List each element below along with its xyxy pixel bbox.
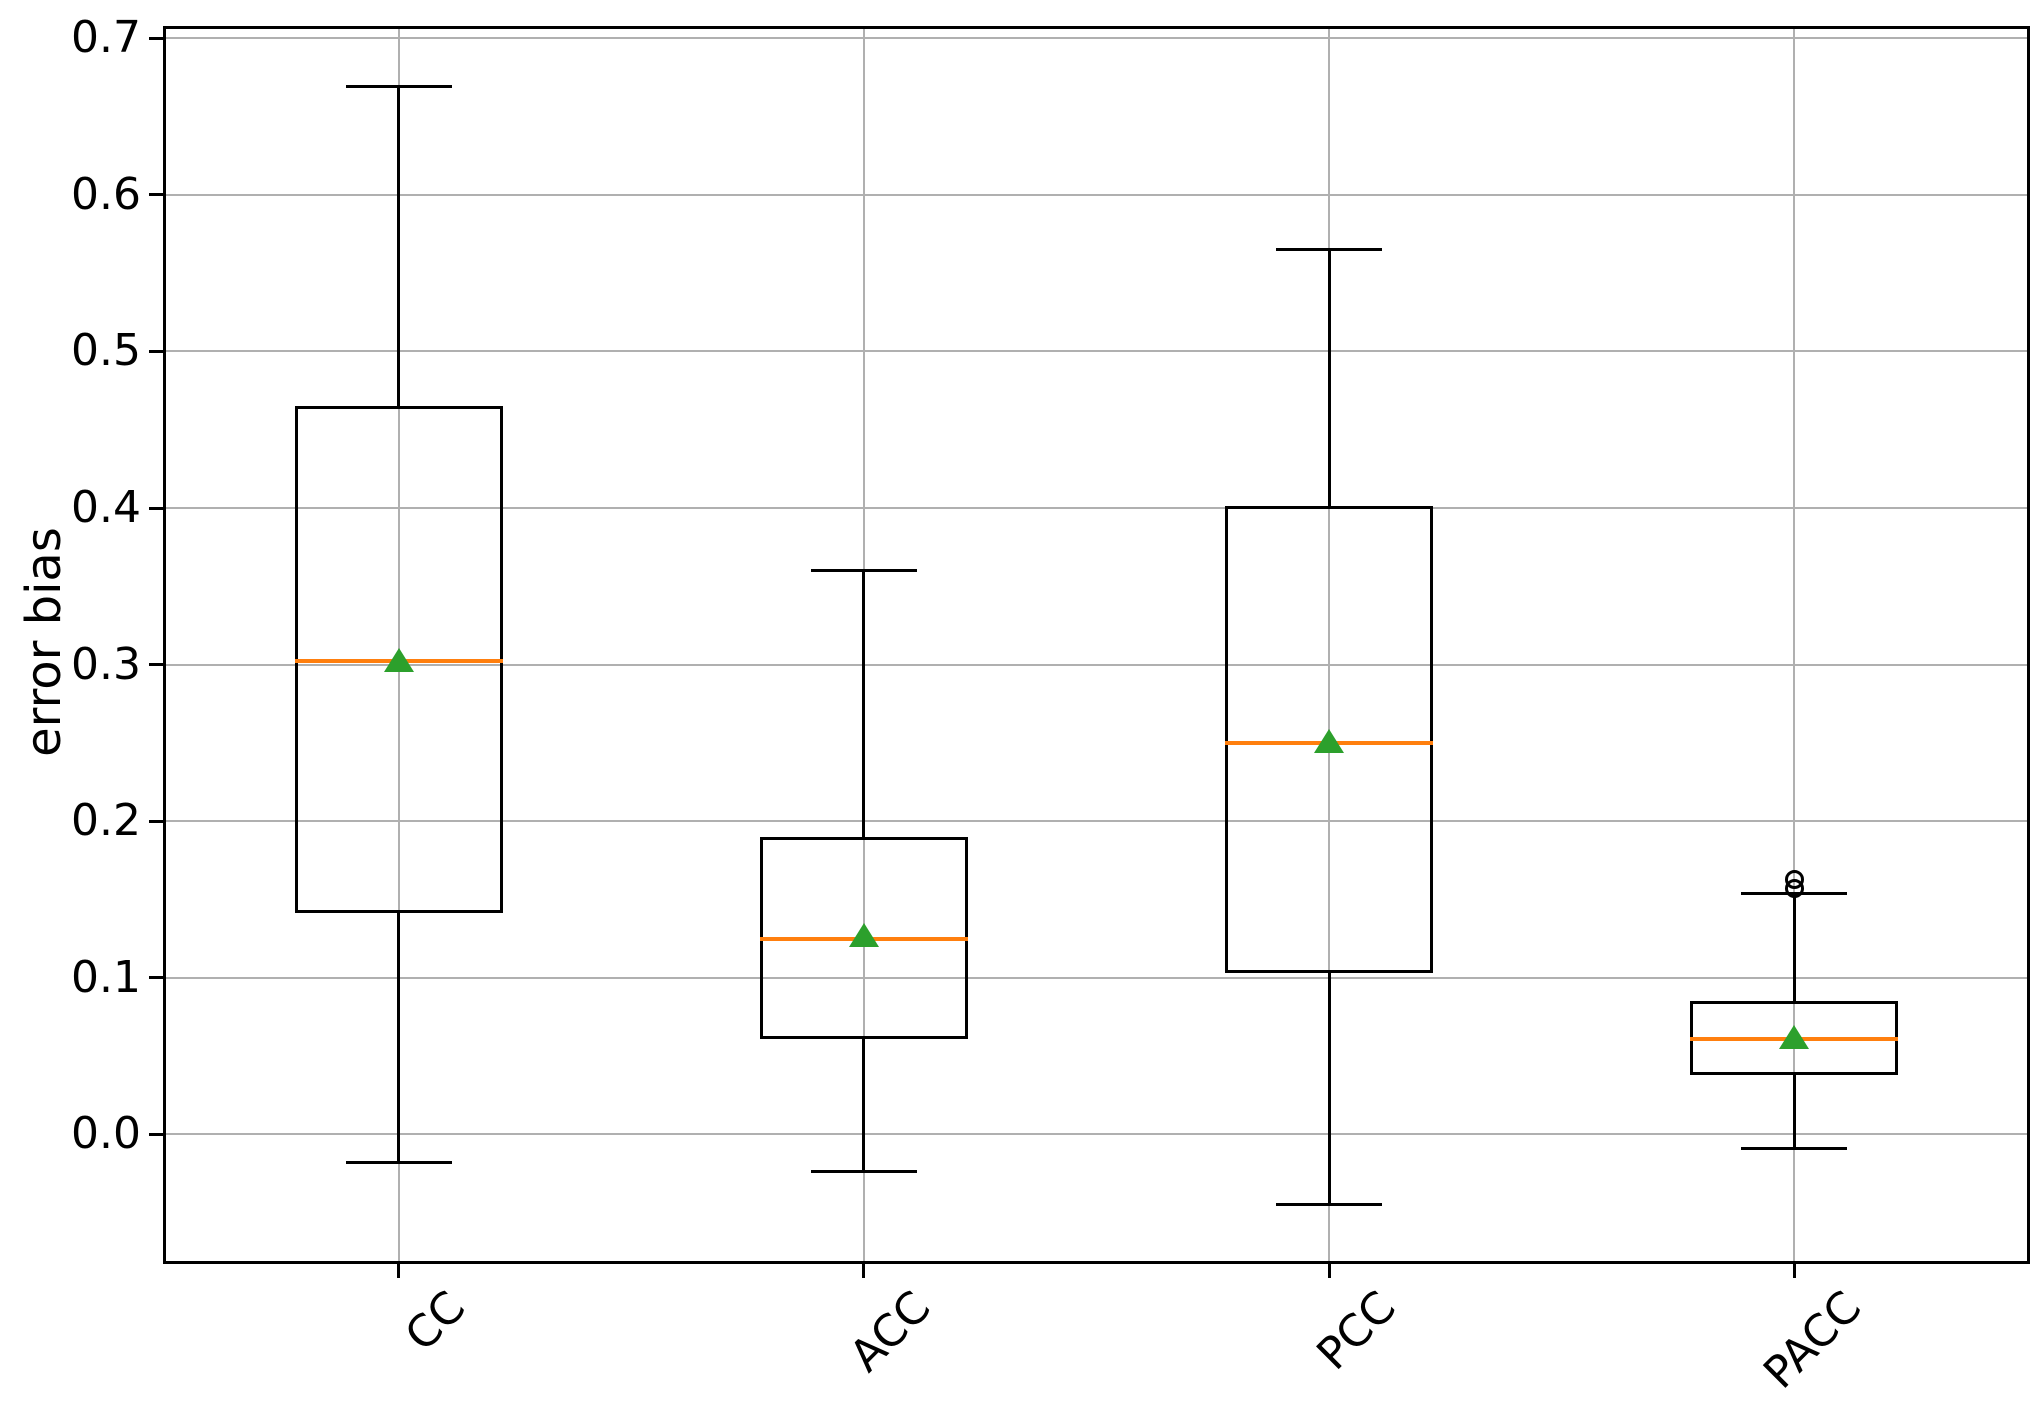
y-tick-mark <box>149 36 163 40</box>
y-tick-mark <box>149 193 163 197</box>
gridline-vertical <box>397 29 400 1261</box>
box-PCC <box>1225 506 1434 973</box>
x-tick-label: ACC <box>840 1281 941 1382</box>
gridline-vertical <box>1793 29 1796 1261</box>
x-tick-mark <box>862 1264 866 1278</box>
plot-area: 0.0 0.1 0.2 0.3 0.4 0.5 0.6 0.7 CC ACC PCC PACC <box>71 16 2030 1399</box>
y-tick-mark <box>149 976 163 980</box>
whisker-lower-ACC <box>862 1038 866 1172</box>
whisker-cap-lower-PCC <box>1276 1203 1383 1207</box>
whisker-lower-PACC <box>1792 1074 1796 1149</box>
gridline-horizontal <box>166 507 2027 510</box>
y-tick-mark <box>149 1132 163 1136</box>
whisker-lower-CC <box>397 913 401 1163</box>
whisker-upper-PACC <box>1792 893 1796 1002</box>
whisker-cap-lower-PACC <box>1741 1146 1848 1150</box>
gridline-horizontal <box>166 37 2027 40</box>
whisker-upper-PCC <box>1327 249 1331 507</box>
y-tick-mark <box>149 819 163 823</box>
whisker-cap-upper-PCC <box>1276 248 1383 252</box>
x-tick-mark <box>1792 1264 1796 1278</box>
gridline-horizontal <box>166 1133 2027 1136</box>
y-tick-label: 0.5 <box>71 325 141 377</box>
mean-marker-ACC <box>848 923 879 948</box>
gridline-horizontal <box>166 350 2027 353</box>
y-tick-label: 0.3 <box>71 638 141 690</box>
x-tick-mark <box>397 1264 401 1278</box>
whisker-cap-lower-ACC <box>810 1170 917 1174</box>
x-tick-label: PACC <box>1753 1281 1872 1399</box>
whisker-upper-CC <box>397 86 401 407</box>
y-tick-mark <box>149 506 163 510</box>
whisker-lower-PCC <box>1327 972 1331 1205</box>
mean-marker-CC <box>383 647 414 672</box>
x-tick-label: CC <box>395 1281 476 1362</box>
gridline-horizontal <box>166 663 2027 666</box>
y-tick-label: 0.2 <box>71 795 141 847</box>
y-tick-mark <box>149 349 163 353</box>
mean-marker-PACC <box>1779 1025 1810 1050</box>
whisker-cap-upper-ACC <box>810 569 917 573</box>
gridline-horizontal <box>166 193 2027 196</box>
x-tick-mark <box>1327 1264 1331 1278</box>
gridline-vertical <box>1328 29 1331 1261</box>
mean-marker-PCC <box>1314 729 1345 754</box>
y-tick-label: 0.7 <box>71 12 141 64</box>
y-axis-label: error bias <box>16 527 72 757</box>
whisker-cap-upper-CC <box>345 85 452 89</box>
whisker-cap-lower-CC <box>345 1160 452 1164</box>
y-tick-label: 0.0 <box>71 1108 141 1160</box>
y-tick-mark <box>149 663 163 667</box>
x-tick-label: PCC <box>1307 1281 1406 1380</box>
whisker-upper-ACC <box>862 570 866 837</box>
y-tick-label: 0.4 <box>71 482 141 534</box>
outlier-point-PACC <box>1784 869 1804 889</box>
gridline-horizontal <box>166 976 2027 979</box>
y-tick-label: 0.6 <box>71 168 141 220</box>
gridline-horizontal <box>166 820 2027 823</box>
y-tick-label: 0.1 <box>71 951 141 1003</box>
